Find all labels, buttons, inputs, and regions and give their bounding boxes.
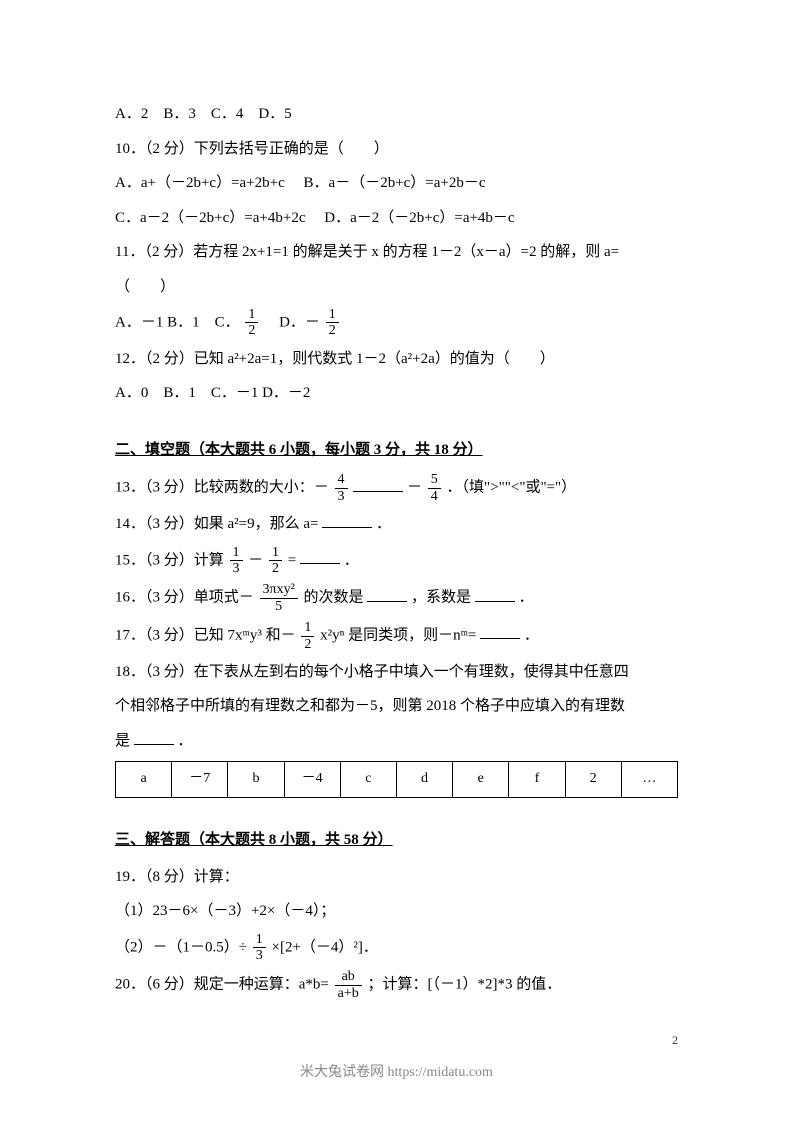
q11-stem-1: 11．（2 分）若方程 2x+1=1 的解是关于 x 的方程 1－2（x－a）=… bbox=[115, 238, 678, 267]
q10-opts-ab: A．a+（－2b+c）=a+2b+c B．a－（－2b+c）=a+2b－c bbox=[115, 169, 678, 198]
q14: 14．（3 分）如果 a²=9，那么 a= ． bbox=[115, 510, 678, 539]
q18-table: a －7 b －4 c d e f 2 … bbox=[115, 761, 678, 798]
q16-mid1: 的次数是 bbox=[304, 590, 364, 606]
q16: 16．（3 分）单项式－ 3πxy² 5 的次数是 ，系数是 ． bbox=[115, 582, 678, 614]
q14-post: ． bbox=[376, 516, 391, 532]
q15-pre: 15．（3 分）计算 bbox=[115, 552, 224, 568]
q10-opt-a: A．a+（－2b+c）=a+2b+c bbox=[115, 175, 285, 191]
exam-page: A．2 B．3 C．4 D．5 10．（2 分）下列去括号正确的是（ ） A．a… bbox=[115, 100, 678, 1001]
q10-stem: 10．（2 分）下列去括号正确的是（ ） bbox=[115, 135, 678, 164]
q13-post: ．（填">""<"或"="） bbox=[447, 480, 577, 496]
page-number: 2 bbox=[672, 1029, 678, 1052]
table-cell: e bbox=[453, 762, 509, 798]
q13-mid: － bbox=[407, 480, 422, 496]
q20-pre: 20．（6 分）规定一种运算：a*b= bbox=[115, 977, 329, 993]
q10-opts-cd: C．a－2（－2b+c）=a+4b+2c D．a－2（－2b+c）=a+4b－c bbox=[115, 204, 678, 233]
q20-post: ；计算：[（－1）*2]*3 的值． bbox=[367, 977, 561, 993]
q15: 15．（3 分）计算 1 3 － 1 2 = ． bbox=[115, 545, 678, 577]
table-cell: －7 bbox=[172, 762, 228, 798]
q15-eq: = bbox=[288, 552, 296, 568]
blank bbox=[475, 587, 515, 602]
q18-line2: 个相邻格子中所填的有理数之和都为－5，则第 2018 个格子中应填入的有理数 bbox=[115, 692, 678, 721]
q10-opt-c: C．a－2（－2b+c）=a+4b+2c bbox=[115, 210, 305, 226]
q15-post: ． bbox=[344, 552, 359, 568]
q19-p2-pre: （2）－（1－0.5）÷ bbox=[115, 939, 247, 955]
q12-stem: 12．（2 分）已知 a²+2a=1，则代数式 1－2（a²+2a）的值为（ ） bbox=[115, 345, 678, 374]
section-2-title: 二、填空题（本大题共 6 小题，每小题 3 分，共 18 分） bbox=[115, 436, 678, 465]
fraction-icon: 5 4 bbox=[428, 472, 441, 504]
q10-opt-b: B．a－（－2b+c）=a+2b－c bbox=[304, 175, 486, 191]
fraction-icon: 3πxy² 5 bbox=[260, 582, 298, 614]
table-row: a －7 b －4 c d e f 2 … bbox=[116, 762, 678, 798]
table-cell: … bbox=[621, 762, 677, 798]
table-cell: d bbox=[396, 762, 452, 798]
table-cell: －4 bbox=[284, 762, 340, 798]
q13-pre: 13．（3 分）比较两数的大小：－ bbox=[115, 480, 329, 496]
q14-pre: 14．（3 分）如果 a²=9，那么 a= bbox=[115, 516, 318, 532]
q18-line3-pre: 是 bbox=[115, 733, 130, 749]
q19-stem: 19．（8 分）计算： bbox=[115, 863, 678, 892]
fraction-icon: 1 3 bbox=[230, 545, 243, 577]
q17-mid: x²yⁿ 是同类项，则－nᵐ= bbox=[320, 627, 476, 643]
blank bbox=[300, 549, 340, 564]
q9-options: A．2 B．3 C．4 D．5 bbox=[115, 100, 678, 129]
q15-mid: － bbox=[248, 552, 263, 568]
fraction-icon: 1 2 bbox=[245, 307, 258, 339]
blank bbox=[134, 730, 174, 745]
fraction-icon: 4 3 bbox=[335, 472, 348, 504]
section-3-title: 三、解答题（本大题共 8 小题，共 58 分） bbox=[115, 826, 678, 855]
q13: 13．（3 分）比较两数的大小：－ 4 3 － 5 4 ．（填">""<"或"=… bbox=[115, 472, 678, 504]
table-cell: a bbox=[116, 762, 172, 798]
q17-pre: 17．（3 分）已知 7xᵐy³ 和－ bbox=[115, 627, 296, 643]
fraction-icon: 1 2 bbox=[301, 620, 314, 652]
q19-part2: （2）－（1－0.5）÷ 1 3 ×[2+（－4）²]． bbox=[115, 932, 678, 964]
q20: 20．（6 分）规定一种运算：a*b= ab a+b ；计算：[（－1）*2]*… bbox=[115, 969, 678, 1001]
q18-line1: 18．（3 分）在下表从左到右的每个小格子中填入一个有理数，使得其中任意四 bbox=[115, 658, 678, 687]
table-cell: f bbox=[509, 762, 565, 798]
q17-post: ． bbox=[524, 627, 539, 643]
q16-pre: 16．（3 分）单项式－ bbox=[115, 590, 254, 606]
fraction-icon: ab a+b bbox=[335, 969, 362, 1001]
q17: 17．（3 分）已知 7xᵐy³ 和－ 1 2 x²yⁿ 是同类项，则－nᵐ= … bbox=[115, 620, 678, 652]
q11-opts-mid: D．－ bbox=[264, 314, 320, 330]
q12-options: A．0 B．1 C．－1 D．－2 bbox=[115, 379, 678, 408]
blank bbox=[322, 513, 372, 528]
q11-options: A．－1 B．1 C． 1 2 D．－ 1 2 bbox=[115, 307, 678, 339]
q19-p2-post: ×[2+（－4）²]． bbox=[271, 939, 377, 955]
q19-part1: （1）23－6×（－3）+2×（－4）； bbox=[115, 897, 678, 926]
table-cell: c bbox=[340, 762, 396, 798]
blank bbox=[353, 477, 403, 492]
table-cell: 2 bbox=[565, 762, 621, 798]
fraction-icon: 1 2 bbox=[269, 545, 282, 577]
q18-line3: 是 ． bbox=[115, 727, 678, 756]
blank bbox=[367, 587, 407, 602]
q10-opt-d: D．a－2（－2b+c）=a+4b－c bbox=[324, 210, 514, 226]
q18-line3-post: ． bbox=[178, 733, 193, 749]
fraction-icon: 1 2 bbox=[326, 307, 339, 339]
q11-stem-2: （ ） bbox=[115, 273, 678, 302]
blank bbox=[480, 624, 520, 639]
q11-opts-pre: A．－1 B．1 C． bbox=[115, 314, 240, 330]
q16-mid2: ，系数是 bbox=[411, 590, 471, 606]
footer-watermark: 米大兔试卷网 https://midatu.com bbox=[0, 1060, 793, 1087]
table-cell: b bbox=[228, 762, 284, 798]
fraction-icon: 1 3 bbox=[253, 932, 266, 964]
q16-post: ． bbox=[519, 590, 534, 606]
